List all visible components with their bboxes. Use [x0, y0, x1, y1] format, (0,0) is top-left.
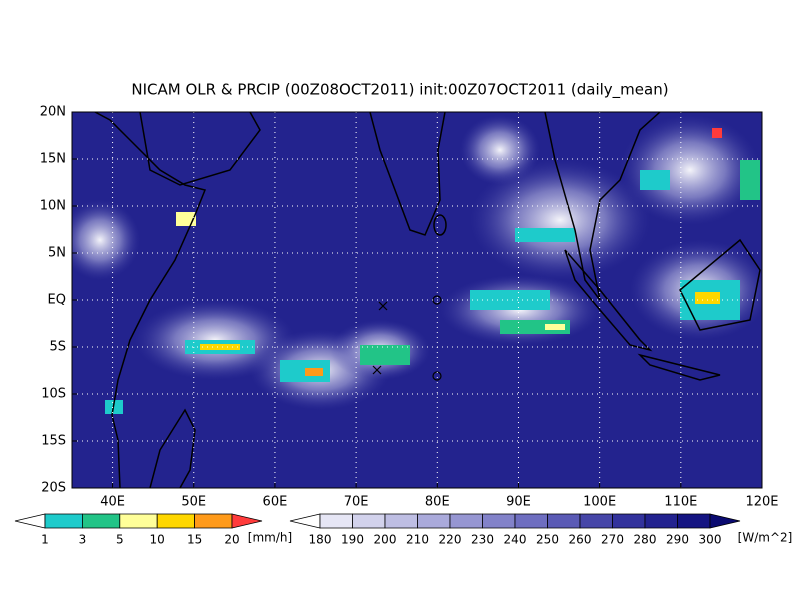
lat-label: 15S [41, 434, 66, 449]
precip-patch [500, 320, 570, 334]
colorbar-label: 290 [666, 533, 689, 547]
lon-label: 120E [745, 495, 778, 510]
lat-label: EQ [48, 293, 66, 308]
colorbar-swatch [352, 513, 386, 529]
lon-label: 60E [263, 495, 288, 510]
colorbar-label: 200 [374, 533, 397, 547]
colorbar-swatch [44, 513, 83, 529]
precip-patch [360, 345, 410, 365]
colorbar-label: 210 [406, 533, 429, 547]
coastline-java [637, 353, 721, 381]
colorbar-swatch [82, 513, 121, 529]
lon-label: 50E [181, 495, 206, 510]
precip-patch [545, 324, 565, 330]
lon-label: 70E [344, 495, 369, 510]
precip-patch [515, 228, 575, 242]
colorbar-swatch [231, 513, 263, 529]
colorbar-label: 190 [341, 533, 364, 547]
axes: 40E 50E 60E 70E 80E 90E 100E 110E 120E 20N 15N 10N 5… [40, 105, 779, 510]
lon-label: 90E [506, 495, 531, 510]
coastline-madagascar [149, 408, 196, 488]
colorbar-swatch [644, 513, 678, 529]
lat-label: 5N [48, 246, 66, 261]
colorbar-swatch [417, 513, 451, 529]
colorbar-label: 10 [150, 533, 165, 547]
lat-label: 20S [41, 481, 66, 496]
colorbar-swatch [709, 513, 741, 529]
coastline-borneo [679, 238, 761, 331]
colorbar-swatch [547, 513, 581, 529]
coastline-africa [94, 112, 207, 488]
colorbar-label: 3 [79, 533, 87, 547]
precip-patch [470, 290, 550, 310]
colorbar-swatch [194, 513, 233, 529]
colorbar-label: 270 [601, 533, 624, 547]
precip-patch [305, 368, 323, 376]
colorbar-label: 240 [504, 533, 527, 547]
colorbars: 1 3 5 10 15 20 [mm/h] 180 190 200 210 220 230 240 250 2… [14, 513, 793, 547]
colorbar-label: 230 [471, 533, 494, 547]
colorbar-label: 180 [309, 533, 332, 547]
map-field [72, 112, 762, 488]
marker-x [372, 365, 382, 375]
coastline-indochina [544, 112, 661, 301]
lat-label: 10N [40, 199, 66, 214]
colorbar-swatch [612, 513, 646, 529]
colorbar-label: 250 [536, 533, 559, 547]
lon-label: 110E [664, 495, 697, 510]
colorbar-unit: [W/m^2] [738, 531, 793, 545]
coastlines [94, 112, 761, 488]
colorbar-swatch [514, 513, 548, 529]
colorbar-label: 5 [116, 533, 124, 547]
colorbar-swatch [579, 513, 613, 529]
lon-label: 100E [583, 495, 616, 510]
colorbar-swatch [14, 513, 46, 529]
colorbar-label: 220 [439, 533, 462, 547]
colorbar-swatch [119, 513, 158, 529]
precip-patch [640, 170, 670, 190]
lat-label: 10S [41, 387, 66, 402]
coastline-india [369, 112, 446, 236]
colorbar-label: 260 [569, 533, 592, 547]
colorbar-label: 20 [224, 533, 239, 547]
cloud [620, 115, 760, 225]
colorbar-label: 15 [187, 533, 202, 547]
colorbar-unit: [mm/h] [248, 531, 292, 545]
cloud [72, 200, 140, 280]
lon-label: 40E [100, 495, 125, 510]
colorbar-swatch [482, 513, 516, 529]
colorbar-swatch [384, 513, 418, 529]
precip-patch [200, 344, 240, 350]
marker-x [378, 301, 388, 311]
cloud [470, 160, 650, 280]
colorbar-swatch [156, 513, 195, 529]
coastline-srilanka [433, 214, 447, 236]
precip-patch [740, 160, 760, 200]
coastline-arabia [139, 112, 261, 186]
colorbar-label: 1 [41, 533, 49, 547]
colorbar-swatch [289, 513, 321, 529]
lon-label: 80E [425, 495, 450, 510]
coastline-sumatra [564, 249, 653, 352]
lat-label: 5S [49, 340, 66, 355]
colorbar-swatch [449, 513, 483, 529]
grid [72, 112, 762, 488]
lat-label: 15N [40, 152, 66, 167]
colorbar-swatch [319, 513, 353, 529]
colorbar-swatch [677, 513, 711, 529]
precip-patch [695, 292, 720, 304]
title: NICAM OLR & PRCIP (00Z08OCT2011) init:00… [131, 81, 668, 100]
precip-patch [712, 128, 722, 138]
cloud [460, 115, 540, 185]
colorbar-label: 280 [634, 533, 657, 547]
colorbar-label: 300 [699, 533, 722, 547]
lat-label: 20N [40, 105, 66, 120]
